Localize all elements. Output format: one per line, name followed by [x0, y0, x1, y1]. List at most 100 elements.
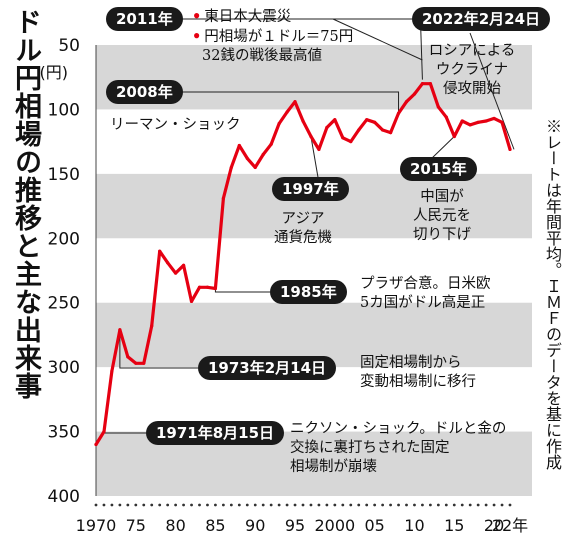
- data-point: [381, 128, 385, 132]
- x-tick-label: 10: [404, 516, 424, 535]
- data-point: [309, 134, 313, 139]
- event-text-1985: プラザ合意。日米欧 5カ国がドル高是正: [360, 275, 491, 313]
- event-2011-line2: 円相場が１ドル＝75円: [204, 29, 354, 45]
- event-1973-line2: 変動相場制に移行: [360, 374, 476, 390]
- x-tick-labels: 1970 75 80 85 90 95 2000 05 10 15 2022年: [76, 503, 528, 535]
- x-tick-dot: [500, 503, 504, 507]
- x-tick-dot: [428, 503, 432, 507]
- x-tick-label: 90: [245, 516, 265, 535]
- x-tick-dot: [373, 503, 377, 507]
- x-tick-dot: [118, 503, 122, 507]
- data-point: [150, 324, 154, 328]
- x-tick-dot: [436, 503, 440, 507]
- event-tag-1973: 1973年2月14日: [198, 356, 337, 380]
- data-point: [118, 328, 122, 332]
- data-point: [492, 116, 496, 121]
- x-tick-label: 22年: [492, 516, 528, 535]
- event-1973-line1: 固定相場制から: [360, 355, 462, 371]
- leader-line-7: [119, 329, 198, 369]
- data-point: [404, 100, 409, 104]
- data-point: [110, 369, 114, 373]
- x-tick-label: 1970: [76, 516, 117, 535]
- event-text-1997: アジア 通貨危機: [258, 210, 348, 248]
- x-tick-dot: [341, 503, 345, 507]
- x-tick-dot: [413, 503, 416, 507]
- y-axis-unit-label: (円): [40, 63, 69, 82]
- data-point: [460, 119, 464, 123]
- data-point: [197, 285, 202, 289]
- data-point: [293, 100, 297, 104]
- event-tag-2015: 2015年: [400, 157, 477, 181]
- y-tick-label: 200: [48, 229, 80, 249]
- leader-line-2: [469, 32, 515, 150]
- data-point: [365, 118, 369, 122]
- event-1971-line1: ニクソン・ショック。ドルと金の: [290, 421, 507, 437]
- source-note: ※レートは年間平均。ＩＭＦのデータを基に作成: [543, 118, 562, 470]
- event-tag-2011: 2011年: [106, 7, 183, 31]
- data-point: [229, 165, 233, 170]
- data-point: [468, 123, 472, 127]
- x-tick-dot: [325, 503, 329, 507]
- data-point: [452, 134, 456, 139]
- data-point: [237, 143, 241, 148]
- event-tag-2022: 2022年2月24日: [412, 7, 551, 31]
- x-tick-dot: [142, 503, 146, 507]
- x-tick-dot: [94, 503, 98, 507]
- data-point: [317, 147, 321, 151]
- data-point: [420, 82, 425, 86]
- event-1997-line2: 通貨危機: [274, 230, 332, 246]
- event-2022-line3: 侵攻開始: [443, 81, 501, 97]
- x-tick-dot: [206, 503, 209, 507]
- event-tag-1997: 1997年: [272, 177, 349, 201]
- event-text-2022: ロシアによる ウクライナ 侵攻開始: [422, 42, 522, 99]
- data-point: [126, 355, 130, 359]
- data-point: [333, 118, 337, 122]
- x-tick-dot: [381, 503, 385, 507]
- x-tick-dot: [405, 503, 408, 507]
- event-2015-line3: 切り下げ: [413, 227, 471, 243]
- data-point: [428, 82, 432, 86]
- x-tick-dot: [484, 503, 488, 507]
- x-tick-dot: [357, 503, 361, 507]
- data-point: [205, 285, 210, 289]
- data-point: [181, 263, 186, 267]
- data-point: [508, 147, 512, 151]
- data-point: [277, 122, 281, 126]
- x-tick-dot: [214, 503, 217, 507]
- x-tick-dot: [492, 503, 496, 507]
- event-2015-line1: 中国が: [420, 189, 464, 205]
- x-tick-dot: [397, 503, 400, 507]
- data-point: [476, 120, 480, 124]
- data-point: [253, 165, 257, 170]
- x-tick-dot: [365, 503, 369, 507]
- event-2015-line2: 人民元を: [413, 208, 471, 224]
- event-2011-line3: 32銭の戦後最高値: [202, 48, 322, 64]
- event-1985-line2: 5カ国がドル高是正: [360, 295, 486, 311]
- x-tick-dot: [508, 503, 512, 507]
- data-point: [484, 119, 488, 123]
- x-tick-dot: [261, 503, 265, 507]
- x-tick-label: 75: [126, 516, 146, 535]
- x-tick-dot: [182, 503, 185, 507]
- leader-line-1: [332, 18, 423, 61]
- x-tick-dot: [245, 503, 249, 507]
- x-tick-dot: [293, 503, 297, 507]
- data-point: [500, 120, 504, 124]
- data-point: [94, 442, 98, 447]
- y-tick-label: 150: [48, 165, 80, 185]
- x-tick-dot: [460, 503, 464, 507]
- event-text-2015: 中国が 人民元を 切り下げ: [402, 188, 482, 245]
- event-2008-line1: リーマン・ショック: [110, 117, 241, 133]
- y-tick-label: 400: [48, 487, 80, 507]
- x-tick-dot: [190, 503, 193, 507]
- data-point: [102, 429, 106, 434]
- data-point: [245, 156, 249, 160]
- x-tick-dot: [468, 503, 472, 507]
- data-point: [349, 140, 353, 144]
- x-tick-dot: [150, 503, 154, 507]
- data-point: [341, 136, 345, 140]
- x-tick-label: 85: [205, 516, 225, 535]
- data-point: [357, 128, 361, 132]
- x-tick-dot: [349, 503, 353, 507]
